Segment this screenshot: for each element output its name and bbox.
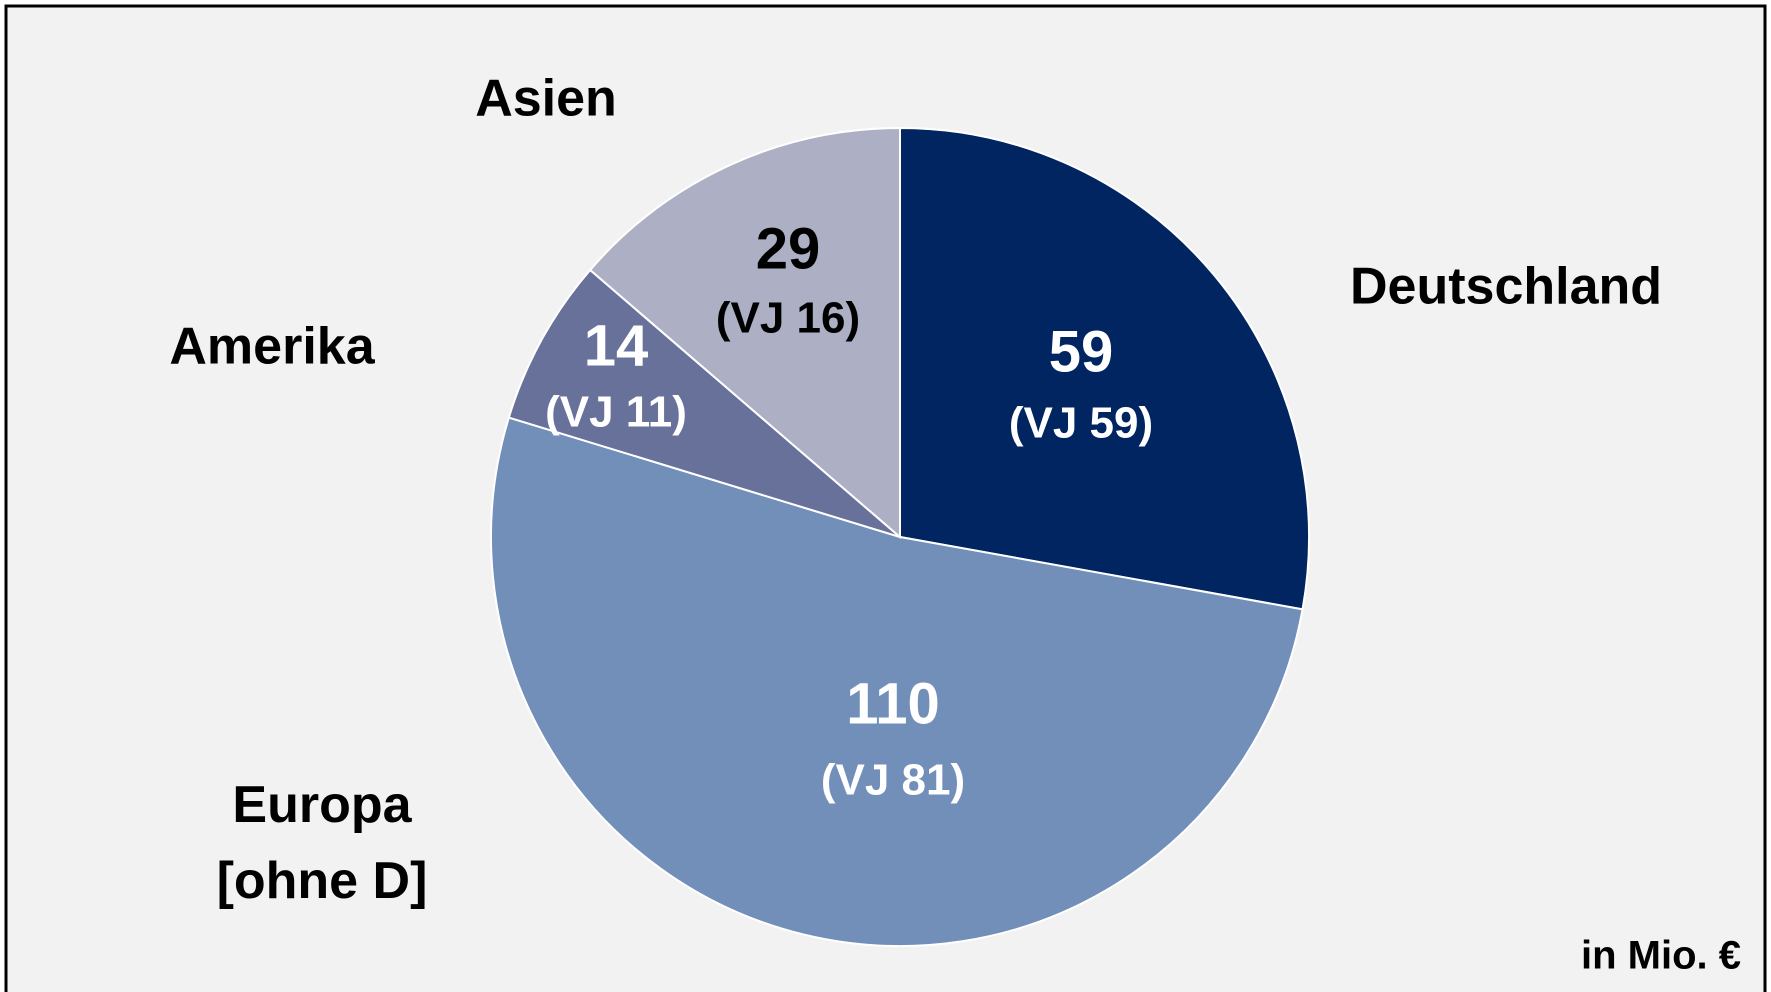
pie-slice	[588, 126, 901, 540]
prior-year-label: (VJ 81)	[821, 756, 965, 805]
value-label: 110	[846, 671, 940, 736]
unit-note: in Mio. €	[1581, 934, 1741, 978]
pie-slice	[507, 268, 901, 538]
pie-slice	[899, 126, 1310, 611]
pie-slice	[490, 416, 1304, 947]
category-label: Europa [ohne D]	[217, 776, 428, 910]
value-label: 14	[584, 313, 649, 378]
category-label: Deutschland	[1350, 258, 1662, 316]
category-label-line: Europa	[232, 776, 412, 834]
category-label: Asien	[475, 70, 617, 128]
value-label: 59	[1049, 319, 1114, 384]
prior-year-label: (VJ 16)	[716, 294, 860, 343]
prior-year-label: (VJ 59)	[1009, 399, 1153, 448]
prior-year-label: (VJ 11)	[545, 388, 687, 437]
category-label: Amerika	[169, 318, 375, 376]
category-label-line: [ohne D]	[217, 852, 428, 910]
value-label: 29	[756, 216, 821, 281]
